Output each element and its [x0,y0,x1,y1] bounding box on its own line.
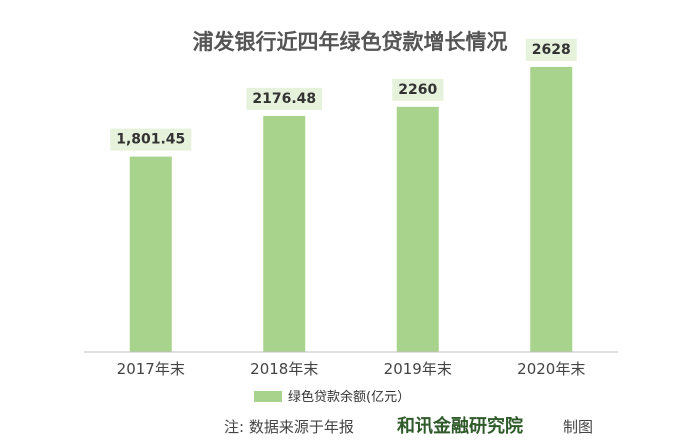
data-label-2017年末: 1,801.45 [116,132,185,148]
bar-2019年末 [396,106,439,352]
source-note: 注: 数据来源于年报 [224,418,354,436]
data-label-bg-2020年末 [525,38,577,61]
bar-2020年末 [530,66,573,353]
x-tick-2020年末: 2020年末 [517,360,585,378]
legend-swatch [254,391,282,402]
chart-title: 浦发银行近四年绿色贷款增长情况 [193,30,508,54]
data-label-bg-2019年末 [392,78,444,101]
data-label-bg-2018年末 [246,87,323,110]
x-axis-ticks: 2017年末 2018年末 2019年末 2020年末 [117,360,586,378]
bar-2018年末 [263,115,306,352]
bar-2017年末 [129,156,172,352]
x-tick-2018年末: 2018年末 [250,360,318,378]
bars-group [129,66,573,353]
credit-suffix: 制图 [563,418,593,436]
brand-name: 和讯金融研究院 [397,415,523,437]
data-label-bg-2017年末 [110,128,192,151]
footer: 注: 数据来源于年报 和讯金融研究院 制图 [224,415,593,437]
x-tick-2017年末: 2017年末 [117,360,185,378]
legend-label: 绿色贷款余额(亿元） [288,389,410,405]
legend: 绿色贷款余额(亿元） [254,389,410,405]
data-label-2018年末: 2176.48 [252,91,316,107]
x-tick-2019年末: 2019年末 [384,360,452,378]
data-label-2020年末: 2628 [532,42,571,58]
data-label-2019年末: 2260 [398,82,437,98]
data-labels-group: 1,801.45 2176.48 2260 2628 [110,38,577,151]
